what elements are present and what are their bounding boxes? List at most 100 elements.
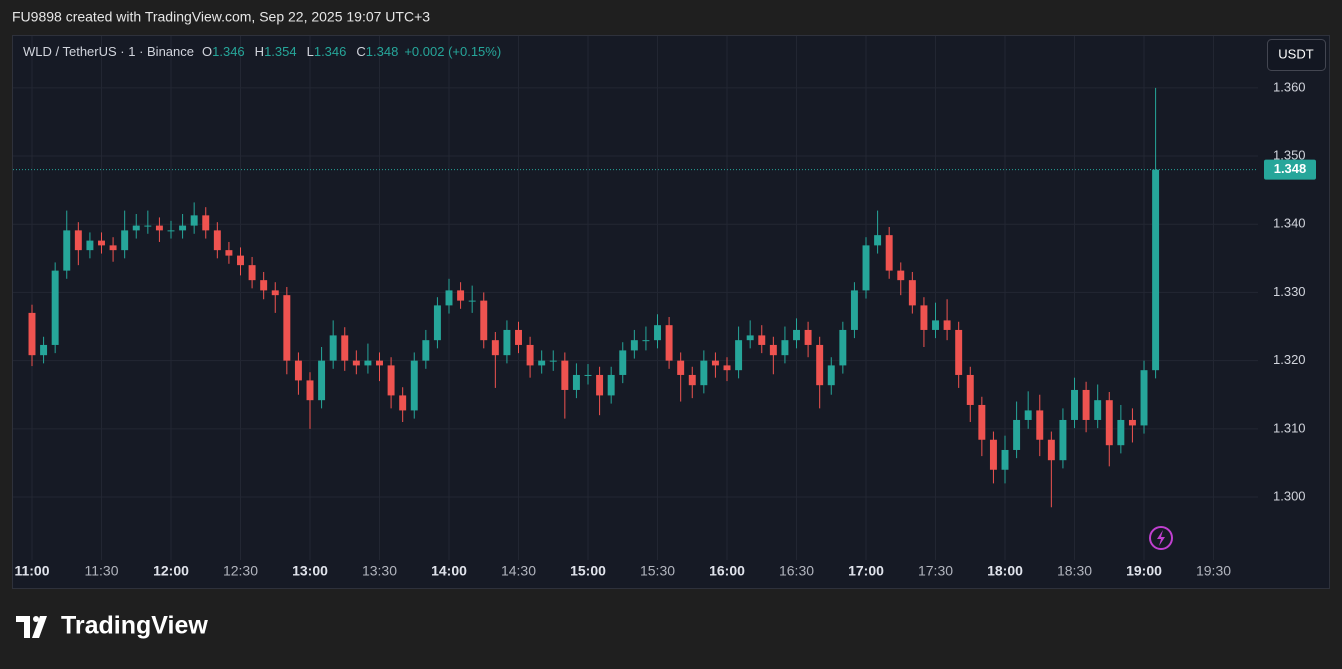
candle-body [74, 230, 82, 251]
candle-body [607, 374, 615, 396]
currency-button[interactable]: USDT [1267, 39, 1326, 71]
candle-body [387, 365, 395, 396]
candle-body [630, 340, 638, 351]
candle-body [1071, 389, 1078, 420]
candle-body [827, 365, 835, 386]
candle-body [619, 350, 627, 375]
candle-body [943, 320, 951, 330]
candle-body [213, 230, 221, 251]
candle-body [804, 329, 812, 345]
candle-body [793, 329, 800, 341]
candle-body [549, 360, 557, 362]
x-tick-label: 17:30 [918, 563, 953, 579]
logo-dot [33, 616, 39, 622]
candle-body [735, 340, 743, 371]
candle-body [260, 280, 268, 291]
change: +0.002 (+0.15%) [404, 44, 501, 59]
candle-body [364, 360, 372, 366]
brand-name: TradingView [61, 612, 208, 640]
candle-body [885, 235, 893, 271]
candle-body [98, 240, 105, 246]
x-tick-label: 17:00 [848, 563, 884, 579]
x-tick-label: 11:30 [84, 563, 118, 579]
candle-body [758, 335, 766, 345]
candle-body [572, 374, 580, 390]
candle-body [341, 335, 349, 361]
candle-body [989, 439, 997, 470]
candle-body [839, 329, 847, 366]
candle-body [155, 225, 163, 231]
high-label: H [255, 44, 264, 59]
candle-body [410, 360, 418, 411]
candle-body [399, 395, 407, 411]
x-tick-label: 19:00 [1126, 563, 1162, 579]
candle-body [515, 329, 522, 345]
candle-body [121, 230, 129, 251]
open-value: 1.346 [212, 44, 245, 59]
candle-body [294, 360, 302, 381]
currency-label[interactable]: USDT [1278, 46, 1313, 61]
candle-body [862, 245, 870, 291]
candle-body [932, 320, 939, 330]
candle-body [711, 360, 719, 366]
candle-body [40, 344, 48, 356]
credit: FU9898 created with TradingView.com, Sep… [12, 9, 430, 25]
open-label: O [202, 44, 212, 59]
candle-body [376, 360, 383, 366]
x-tick-label: 13:00 [292, 563, 328, 579]
x-tick-label: 15:30 [640, 563, 675, 579]
y-tick-label: 1.360 [1273, 79, 1306, 94]
candle-body [329, 335, 337, 361]
alert-bolt[interactable] [1157, 530, 1165, 546]
x-tick-label: 16:00 [709, 563, 745, 579]
y-tick-label: 1.300 [1273, 488, 1306, 503]
y-tick-label: 1.350 [1273, 147, 1306, 162]
low-value: 1.346 [314, 44, 347, 59]
candle-body [503, 329, 511, 356]
candle-body [526, 344, 534, 366]
brand-logo: TradingView [16, 612, 208, 640]
close-label: C [356, 44, 365, 59]
chart-panel [12, 35, 1330, 589]
x-tick-label: 15:00 [570, 563, 606, 579]
candle-body [584, 374, 592, 376]
x-tick-label: 12:00 [153, 563, 189, 579]
candle-body [1013, 419, 1021, 450]
candle-body [1117, 419, 1125, 446]
candle-body [1059, 419, 1067, 461]
candle-body [190, 215, 198, 226]
candles [28, 87, 1160, 508]
candle-body [468, 300, 476, 302]
candle-body [63, 230, 71, 271]
candle-body [433, 305, 441, 341]
candle-body [1152, 169, 1160, 371]
candle-body [445, 290, 453, 306]
x-tick-label: 18:00 [987, 563, 1023, 579]
x-tick-label: 14:00 [431, 563, 467, 579]
candle-body [538, 360, 546, 366]
candle-body [723, 365, 731, 371]
candle-body [897, 270, 905, 281]
candle-body [816, 344, 824, 386]
candle-body [955, 329, 963, 375]
candle-body [677, 360, 685, 375]
candle-body [700, 360, 708, 386]
x-tick-label: 14:30 [501, 563, 536, 579]
candle-body [1128, 419, 1136, 426]
candle-body [1105, 400, 1113, 446]
candle-body [769, 344, 777, 356]
x-tick-label: 18:30 [1057, 563, 1092, 579]
candle-body [642, 340, 650, 342]
candle-body [1094, 400, 1102, 420]
alert-icon[interactable] [1149, 526, 1173, 550]
candle-body [28, 312, 36, 356]
close-value: 1.348 [366, 44, 399, 59]
candle-body [422, 340, 430, 361]
candle-body [665, 325, 673, 361]
candle-body [1140, 370, 1148, 426]
candle-body [352, 360, 360, 366]
candle-body [283, 295, 291, 361]
candle-body [318, 360, 326, 401]
currency-button-frame[interactable] [1267, 39, 1326, 71]
